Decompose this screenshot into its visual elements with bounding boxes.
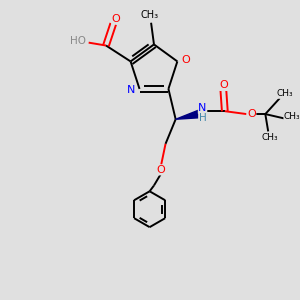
Text: N: N	[127, 85, 136, 95]
Text: N: N	[198, 103, 207, 113]
Text: O: O	[156, 165, 165, 175]
Text: CH₃: CH₃	[284, 112, 300, 122]
Text: CH₃: CH₃	[261, 133, 278, 142]
Text: CH₃: CH₃	[277, 89, 293, 98]
Text: O: O	[247, 109, 256, 119]
Text: O: O	[112, 14, 121, 24]
Polygon shape	[176, 110, 200, 119]
Text: CH₃: CH₃	[141, 10, 159, 20]
Text: O: O	[220, 80, 228, 90]
Text: O: O	[181, 55, 190, 65]
Text: H: H	[199, 113, 206, 123]
Text: HO: HO	[70, 36, 86, 46]
